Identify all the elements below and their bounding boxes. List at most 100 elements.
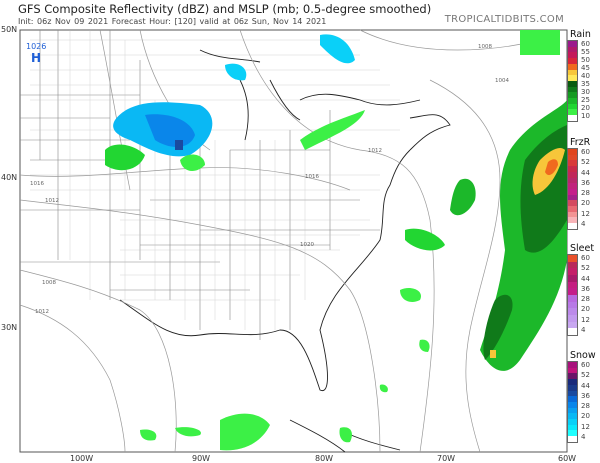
legend-label: 35 <box>581 80 590 88</box>
legend-swatch <box>568 98 577 104</box>
legend-label: 4 <box>581 432 586 441</box>
isobar-label: 1004 <box>495 78 509 84</box>
legend-label: 25 <box>581 96 590 104</box>
legend-swatch <box>568 362 577 368</box>
legend-swatch <box>568 46 577 53</box>
precip-snow <box>113 34 355 157</box>
legend-swatch <box>568 367 577 374</box>
isobar-label: 1016 <box>30 181 44 187</box>
legend-swatch <box>568 396 577 402</box>
legend-swatch <box>568 103 577 110</box>
pressure-value: 1026 <box>26 42 46 51</box>
legend-label: 20 <box>581 305 590 314</box>
legend-title: FrzR <box>570 137 591 148</box>
legend-snow: Snow 60 52 44 36 28 20 12 4 <box>567 350 600 443</box>
legend-label: 50 <box>581 56 590 64</box>
legend-label: 12 <box>581 209 590 218</box>
lon-label: 100W <box>70 454 94 463</box>
legend-label: 60 <box>581 361 590 369</box>
legend-swatch <box>568 109 577 116</box>
legend-swatch <box>568 281 577 289</box>
legend-swatch <box>568 194 577 201</box>
lon-label: 60W <box>558 454 577 463</box>
legend-label: 52 <box>581 264 590 273</box>
legend-swatch <box>568 379 577 385</box>
legend-swatch <box>568 166 577 172</box>
legend-swatch <box>568 407 577 414</box>
legend-swatch <box>568 69 577 76</box>
legend-swatch <box>568 63 577 70</box>
lat-label: 30N <box>1 323 18 332</box>
legend-swatch <box>568 92 577 99</box>
legend-swatch <box>568 390 577 397</box>
legend-swatch <box>568 41 577 47</box>
legend-title: Sleet <box>570 243 595 254</box>
legend-swatch <box>568 177 577 184</box>
legend-title: Rain <box>570 29 591 40</box>
legend-swatch <box>568 52 577 59</box>
legend-title: Snow <box>570 350 596 361</box>
isobar-label: 1020 <box>300 242 314 248</box>
precip-rain <box>105 30 567 451</box>
lon-label: 70W <box>437 454 456 463</box>
legend-rain: Rain 60 55 50 45 40 35 30 25 20 10 <box>567 29 600 122</box>
legend-swatch <box>568 160 577 167</box>
legend-swatch <box>568 115 577 121</box>
legend-swatch <box>568 80 577 87</box>
legend-label: 36 <box>581 391 590 400</box>
high-pressure-center: 1026 H <box>26 42 46 65</box>
legend-swatch <box>568 75 577 81</box>
legend-swatch <box>568 217 577 224</box>
isobars <box>19 29 541 453</box>
lon-label: 80W <box>315 454 334 463</box>
legend-swatch <box>568 149 577 155</box>
legend-sleet: Sleet 60 52 44 36 28 20 12 4 <box>567 243 600 336</box>
legend-swatch <box>568 424 577 431</box>
legend-label: 52 <box>581 371 590 380</box>
legend-label: 44 <box>581 168 590 177</box>
map-title: GFS Composite Reflectivity (dBZ) and MSL… <box>18 2 432 16</box>
legend-label: 28 <box>581 189 590 198</box>
isobar-label: 1008 <box>478 44 492 50</box>
legend-swatch <box>568 401 577 408</box>
legend-swatch <box>568 288 577 295</box>
legend-label: 4 <box>581 325 586 334</box>
isobar-labels: 1008 1004 1012 1016 1012 1016 1020 1008 … <box>30 44 509 315</box>
legend-swatch <box>568 373 577 380</box>
county-grid <box>30 30 400 330</box>
isobar-label: 1012 <box>368 148 382 154</box>
legend-swatch <box>568 321 577 329</box>
legend-swatch <box>568 200 577 207</box>
legend-swatch <box>568 308 577 315</box>
legend-label: 28 <box>581 402 590 411</box>
brand-watermark: TROPICALTIDBITS.COM <box>444 14 564 25</box>
legend-swatch <box>568 154 577 161</box>
lat-label: 40N <box>1 173 18 182</box>
high-marker: H <box>31 51 41 65</box>
legend-label: 60 <box>581 148 590 156</box>
legend-swatch <box>568 274 577 282</box>
legend-swatch <box>568 86 577 93</box>
map-subtitle: Init: 06z Nov 09 2021 Forecast Hour: [12… <box>18 17 327 26</box>
legend-label: 44 <box>581 274 590 283</box>
legend-label: 36 <box>581 284 590 293</box>
legend-label: 40 <box>581 72 590 80</box>
legend-swatch <box>568 223 577 229</box>
legend-label: 55 <box>581 48 590 56</box>
legend-swatch <box>568 328 577 335</box>
isobar-label: 1016 <box>305 174 319 180</box>
legend-swatch <box>568 294 577 302</box>
legend-swatch <box>568 261 577 269</box>
legend-label: 52 <box>581 158 590 167</box>
legend-label: 36 <box>581 178 590 187</box>
legend-label: 10 <box>581 112 590 120</box>
legend-frzr: FrzR 60 52 44 36 28 20 12 4 <box>567 137 600 230</box>
legend-swatch <box>568 188 577 195</box>
legend-swatch <box>568 183 577 189</box>
lon-label: 90W <box>192 454 211 463</box>
lat-label: 50N <box>1 25 18 34</box>
legend-label: 20 <box>581 412 590 421</box>
legend-swatch <box>568 314 577 322</box>
legend-label: 4 <box>581 219 586 228</box>
legend-swatch <box>568 301 577 309</box>
